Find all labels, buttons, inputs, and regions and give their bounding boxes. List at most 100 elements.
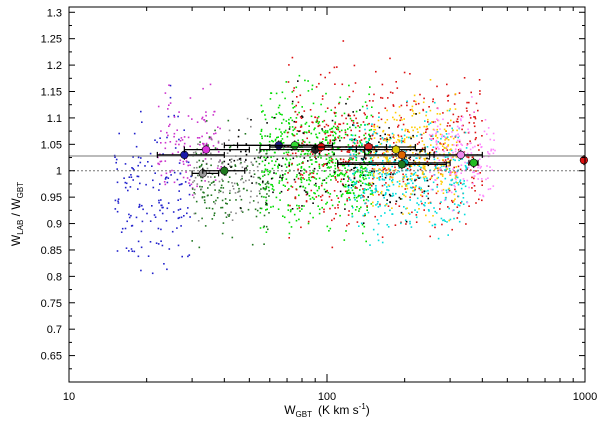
- scatter-point: [334, 136, 336, 139]
- scatter-point: [321, 120, 324, 123]
- scatter-point: [356, 142, 359, 144]
- scatter-point: [423, 176, 425, 179]
- scatter-point: [288, 64, 290, 66]
- scatter-point: [455, 178, 457, 181]
- scatter-point: [415, 103, 417, 106]
- scatter-point: [363, 112, 366, 114]
- scatter-point: [259, 207, 262, 210]
- scatter-point: [391, 195, 393, 197]
- scatter-point: [341, 193, 344, 195]
- scatter-point: [268, 195, 270, 197]
- scatter-point: [410, 137, 412, 140]
- binned-mean-point: [337, 157, 451, 168]
- scatter-point: [443, 147, 446, 149]
- scatter-point: [159, 137, 161, 139]
- scatter-point: [462, 124, 464, 127]
- scatter-point: [450, 149, 453, 152]
- scatter-point: [448, 171, 450, 173]
- scatter-point: [424, 168, 426, 171]
- scatter-point: [392, 173, 394, 176]
- scatter-point: [162, 153, 164, 155]
- scatter-point: [271, 184, 273, 186]
- scatter-point: [366, 107, 369, 110]
- scatter-point: [373, 176, 375, 179]
- scatter-point: [265, 201, 267, 204]
- scatter-point: [329, 134, 332, 137]
- scatter-point: [165, 176, 168, 178]
- scatter-point: [367, 141, 369, 143]
- scatter-point: [167, 108, 169, 110]
- scatter-point: [284, 129, 287, 132]
- scatter-point: [415, 157, 417, 159]
- scatter-point: [458, 135, 460, 138]
- scatter-point: [114, 156, 116, 158]
- scatter-point: [414, 171, 417, 174]
- scatter-point: [123, 177, 125, 179]
- scatter-point: [364, 152, 367, 155]
- scatter-point: [334, 177, 337, 180]
- scatter-point: [198, 246, 201, 249]
- scatter-point: [183, 145, 185, 148]
- scatter-point: [137, 188, 139, 190]
- scatter-point: [332, 147, 334, 150]
- scatter-point: [257, 176, 260, 179]
- scatter-point: [403, 175, 406, 177]
- scatter-point: [384, 156, 387, 159]
- scatter-point: [389, 201, 391, 204]
- scatter-point: [262, 226, 265, 229]
- scatter-point: [408, 131, 410, 133]
- scatter-point: [270, 206, 272, 208]
- scatter-point: [372, 164, 374, 166]
- scatter-point: [353, 194, 356, 197]
- scatter-point: [224, 212, 227, 214]
- scatter-point: [444, 169, 446, 171]
- scatter-point: [410, 193, 412, 195]
- scatter-point: [250, 119, 252, 121]
- scatter-point: [265, 202, 268, 205]
- scatter-point: [461, 158, 464, 160]
- scatter-point: [482, 195, 485, 198]
- scatter-point: [169, 123, 171, 126]
- scatter-point: [447, 158, 449, 160]
- scatter-point: [418, 186, 421, 189]
- scatter-point: [363, 225, 366, 228]
- scatter-point: [311, 153, 314, 155]
- scatter-point: [177, 244, 180, 247]
- scatter-point: [232, 185, 234, 187]
- scatter-point: [422, 109, 425, 112]
- scatter-point: [225, 174, 227, 176]
- scatter-point: [310, 176, 313, 179]
- scatter-point: [454, 177, 457, 179]
- scatter-point: [344, 129, 347, 131]
- scatter-point: [460, 182, 462, 184]
- scatter-point: [342, 122, 345, 125]
- scatter-point: [355, 153, 357, 156]
- scatter-point: [266, 208, 268, 211]
- scatter-point: [407, 212, 410, 214]
- scatter-point: [210, 164, 212, 167]
- scatter-point: [400, 104, 403, 107]
- y-tick-label: 1.1: [47, 113, 62, 125]
- scatter-point: [317, 205, 319, 207]
- scatter-point: [429, 169, 432, 171]
- scatter-point: [349, 153, 352, 156]
- scatter-point: [327, 161, 330, 163]
- scatter-point: [395, 192, 397, 195]
- scatter-point: [205, 142, 208, 145]
- scatter-point: [391, 213, 394, 215]
- scatter-point: [421, 191, 424, 193]
- scatter-point: [422, 167, 424, 169]
- scatter-point: [313, 192, 315, 194]
- scatter-point: [346, 176, 349, 178]
- scatter-point: [362, 222, 365, 224]
- scatter-point: [265, 153, 267, 155]
- scatter-point: [349, 146, 351, 149]
- scatter-point: [413, 94, 416, 97]
- scatter-point: [320, 157, 322, 159]
- scatter-point: [343, 239, 346, 241]
- scatter-point: [324, 132, 326, 135]
- scatter-point: [490, 148, 493, 151]
- scatter-point: [397, 124, 400, 127]
- scatter-point: [343, 173, 346, 176]
- scatter-point: [365, 183, 367, 186]
